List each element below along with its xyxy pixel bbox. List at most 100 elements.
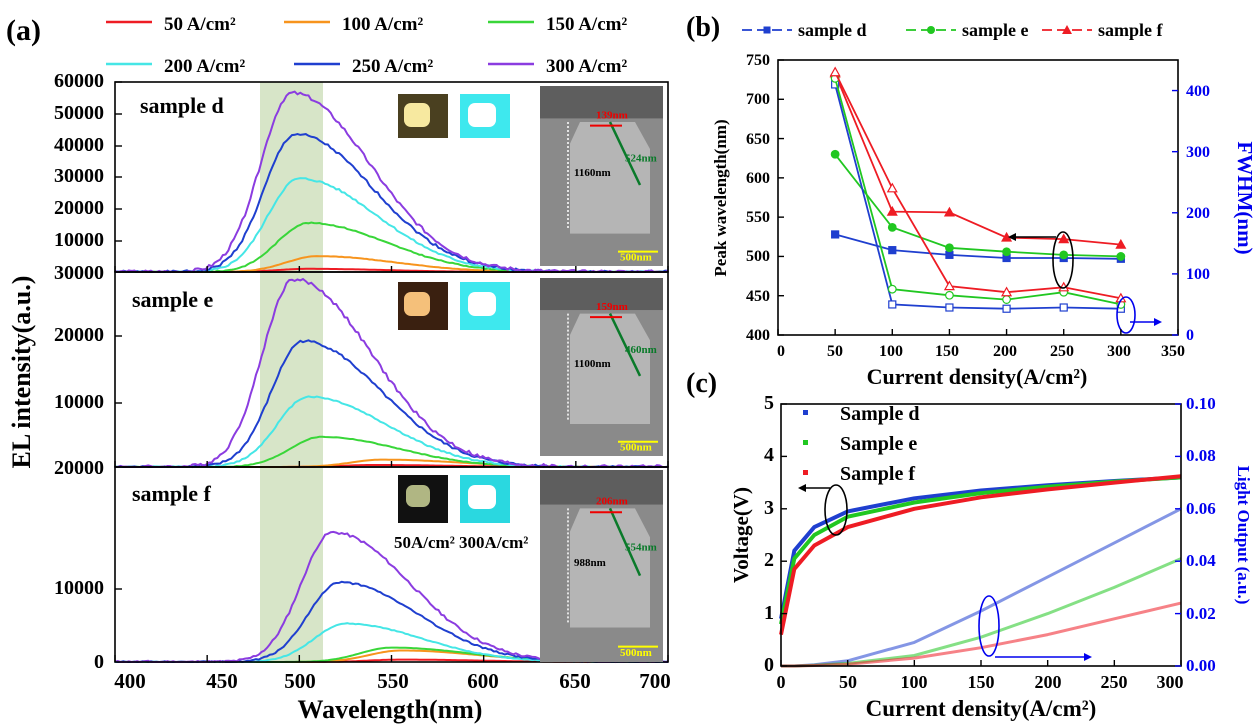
legend-a-label-100: 100 A/cm² [342,14,423,35]
b-line-sample-e-right [834,78,1122,306]
sem-top [540,86,663,119]
panel-b-plot [829,66,1162,334]
a-ytick-30000-top: 30000 [54,262,104,284]
photo-d-50-device [404,103,430,127]
legend-a-label-150: 150 A/cm² [546,14,627,35]
c-xtick-300: 300 [1157,672,1184,692]
panel-c-legend-markers [803,410,808,475]
legend-b-sample-e: sample e [962,20,1029,40]
c-ytick-0: 0 [764,654,774,676]
panel-b-label: (b) [686,12,720,43]
sem-label-a: 159nm [596,301,628,313]
b-line-sample-f-right [834,71,1122,300]
photo-f-50-device [406,485,430,507]
c-ytick-3: 3 [764,497,774,519]
c-line-Sample-f-left [779,474,1182,635]
a-xtick-400: 400 [114,669,146,693]
legend-c-sample-e: Sample e [840,433,917,455]
b-point [945,243,954,253]
b-ellipse-left [1052,231,1074,289]
c-xtick-200: 200 [1035,672,1062,692]
legend-b-sample-d: sample d [798,20,867,40]
panel-a-legend: 50 A/cm² 100 A/cm² 150 A/cm² 200 A/cm² 2… [106,14,627,77]
a-xtick-450: 450 [206,669,238,693]
b-y2tick-200: 200 [1186,205,1210,222]
b-point [1059,303,1068,312]
c-y2tick-000: 0.00 [1186,656,1216,675]
c-line-Sample-e-left [779,475,1182,625]
sem-image-1: 159nm 460nm 1100nm 500nm [540,278,663,456]
photo-caption: 50A/cm² 300A/cm² [394,533,528,552]
a-xtick-500: 500 [284,669,316,693]
sample-f-title: sample f [132,481,212,506]
b-point [943,280,955,291]
sem-label-c: 1100nm [574,358,611,370]
a-xlabel: Wavelength(nm) [298,695,483,724]
b-y2tick-0: 0 [1186,327,1194,344]
b-ytick-650: 650 [746,131,770,148]
a-ytick-40000: 40000 [54,134,104,156]
legend-c-sample-f: Sample f [840,463,915,485]
b-y2tick-400: 400 [1186,83,1210,100]
panel-a-label: (a) [6,14,41,47]
legend-c-marker-1 [803,440,808,445]
sample-d-title: sample d [140,93,224,118]
a-xtick-600: 600 [467,669,499,693]
legend-c-marker-2 [803,470,808,475]
sem-label-scale: 500nm [620,647,652,659]
c-ytick-1: 1 [764,602,774,624]
wavelength-highlight-band [260,82,323,662]
b-ylabel: Peak wavelength(nm) [711,119,730,276]
b-line-sample-f-left [834,73,1121,246]
device-photos [398,94,510,523]
photo-f-300-device [468,485,496,509]
a-ytick-50000: 50000 [54,102,104,124]
b-ytick-450: 450 [746,288,770,305]
legend-a-label-50: 50 A/cm² [164,14,236,35]
legend-c-marker-0 [803,410,808,415]
legend-b-marker-1 [927,26,935,34]
b-point [945,290,954,300]
b-arrow-right-head [1154,318,1162,326]
panel-b-frame [777,59,1179,336]
sem-image-0: 139nm 524nm 1160nm 500nm [540,86,663,266]
b-xtick-200: 200 [993,343,1017,360]
a-ytick-10000-d: 10000 [54,229,104,251]
c-ellipse-left [824,484,848,536]
b-y2tick-300: 300 [1186,144,1210,161]
sem-top [540,470,663,505]
photo-e-50-device [404,292,430,316]
sem-label-scale: 500nm [620,252,652,264]
c-y2label: Light Output (a.u.) [1234,466,1253,605]
c-xtick-250: 250 [1101,672,1128,692]
b-point [1001,286,1013,297]
sem-diag-arrow [608,313,642,377]
b-point [1115,238,1127,249]
c-ylabel: Voltage(V) [729,487,753,583]
b-ytick-750: 750 [746,52,770,69]
b-y2tick-100: 100 [1186,266,1210,283]
c-arrow-left-head [798,484,806,492]
sample-e-title: sample e [132,287,214,312]
a-ytick-30000-d: 30000 [54,165,104,187]
c-xtick-150: 150 [968,672,995,692]
b-ytick-600: 600 [746,170,770,187]
b-xtick-300: 300 [1107,343,1131,360]
c-ellipse-right [978,595,1000,657]
b-xtick-50: 50 [827,343,843,360]
b-ytick-500: 500 [746,248,770,265]
b-xtick-150: 150 [935,343,959,360]
c-y2tick-002: 0.02 [1186,604,1216,623]
sem-label-b: 554nm [625,542,657,554]
a-xtick-650: 650 [559,669,591,693]
b-point [1002,247,1011,257]
sem-top [540,278,663,311]
panel-a-ticks [114,81,669,662]
a-ytick-60000: 60000 [54,70,104,92]
b-point [1002,304,1011,313]
a-ylabel: EL intensity(a.u.) [7,276,36,469]
b-point [887,222,897,232]
sem-label-a: 139nm [596,109,628,121]
b-xtick-100: 100 [879,343,903,360]
